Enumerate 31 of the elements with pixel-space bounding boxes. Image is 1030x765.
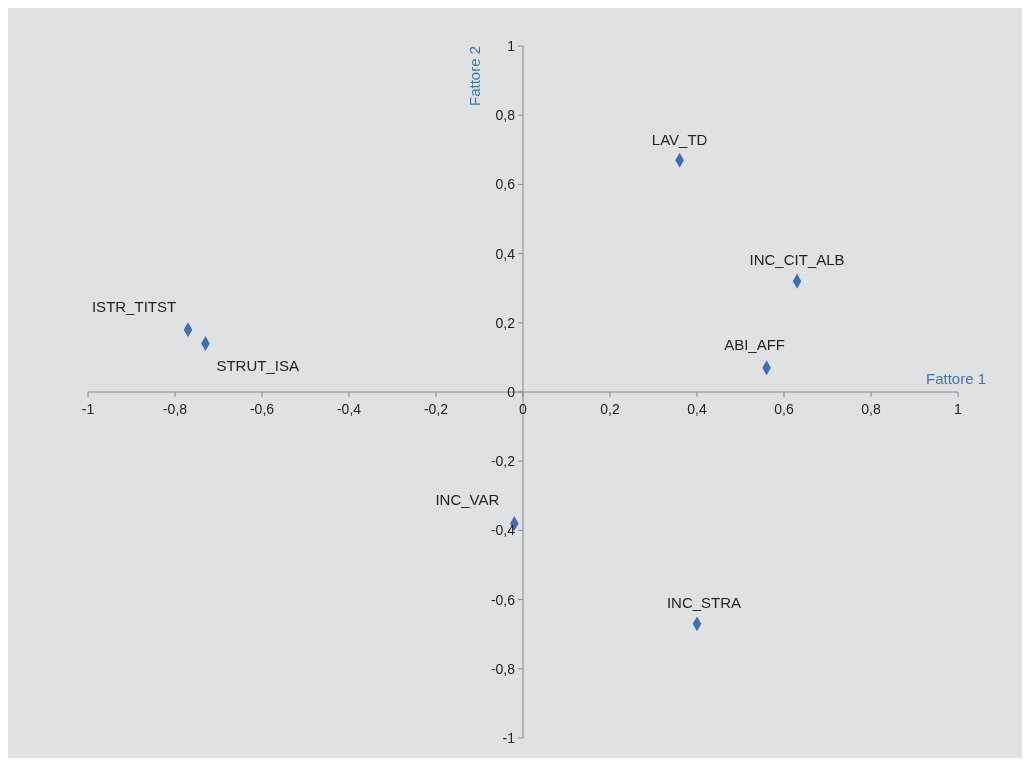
y-tick-label: 1 bbox=[507, 38, 516, 54]
y-tick-label: 0,2 bbox=[495, 314, 516, 331]
y-tick-label: -0,8 bbox=[490, 660, 516, 677]
x-tick-label: -0,2 bbox=[423, 401, 449, 417]
x-tick-label: -0,6 bbox=[249, 401, 275, 417]
x-tick-label: 0,4 bbox=[687, 401, 707, 417]
annotation: STRUT_ISA bbox=[216, 356, 299, 374]
annotation: INC_CIT_ALB bbox=[749, 251, 845, 269]
y-tick-label: -0,6 bbox=[490, 591, 516, 608]
y-tick-label: -0,2 bbox=[490, 453, 516, 470]
x-axis-title: Fattore 1 bbox=[925, 370, 986, 387]
x-tick-label: 0 bbox=[519, 401, 528, 417]
x-tick-label: 0,8 bbox=[861, 401, 881, 417]
annotation: INC_STRA bbox=[666, 593, 742, 611]
y-tick-label: 0 bbox=[507, 384, 516, 400]
x-tick-label: -0,8 bbox=[162, 401, 188, 417]
y-tick-label: -1 bbox=[502, 730, 516, 746]
annotation: ISTR_TITST bbox=[91, 297, 177, 315]
x-tick-label: 0,2 bbox=[600, 401, 620, 417]
y-axis-title: Fattore 2 bbox=[466, 46, 483, 107]
x-tick-label: 0,6 bbox=[774, 401, 794, 417]
annotation: LAV_TD bbox=[651, 131, 708, 149]
y-tick-label: -0,4 bbox=[490, 522, 516, 539]
x-tick-label: 1 bbox=[954, 401, 963, 417]
y-tick-label: 0,6 bbox=[495, 176, 516, 193]
y-tick-label: 0,8 bbox=[495, 107, 516, 124]
x-tick-label: -0,4 bbox=[336, 401, 362, 417]
x-tick-label: -1 bbox=[81, 401, 95, 417]
annotation: ABI_AFF bbox=[724, 335, 786, 353]
y-tick-label: 0,4 bbox=[495, 245, 516, 262]
annotation: INC_VAR bbox=[435, 491, 500, 509]
